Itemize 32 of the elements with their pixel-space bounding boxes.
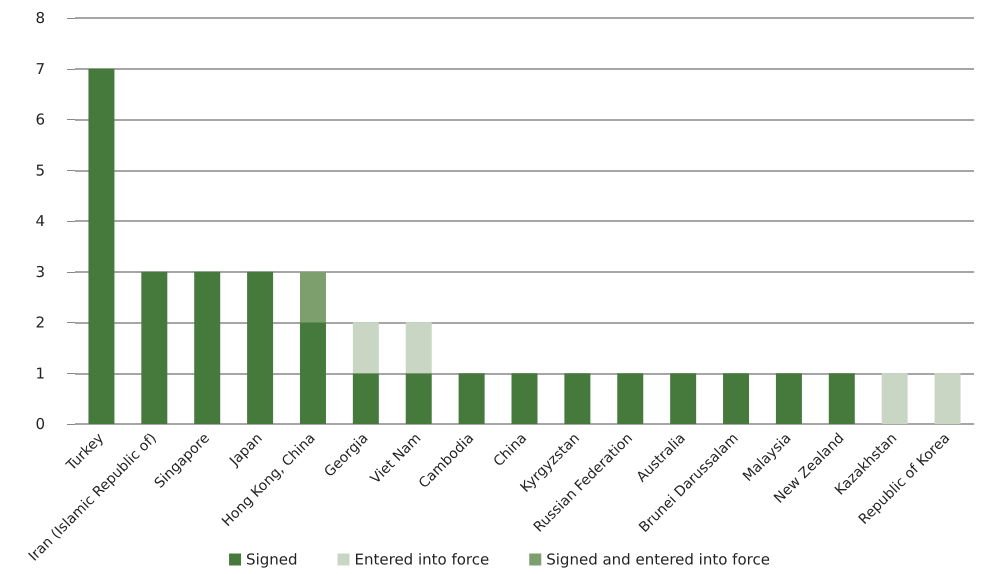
- y-tick-label: 6: [35, 110, 45, 128]
- bar: [247, 272, 274, 424]
- legend-label: Signed: [246, 550, 298, 568]
- legend-label: Entered into force: [354, 550, 490, 568]
- bar: [617, 373, 644, 424]
- bar: [934, 373, 961, 424]
- legend-label: Signed and entered into force: [546, 550, 770, 568]
- y-tick-label: 3: [35, 262, 45, 281]
- y-tick-label: 4: [35, 212, 45, 230]
- bar: [406, 373, 432, 424]
- bar: [88, 68, 114, 424]
- y-tick-label: 0: [35, 415, 45, 433]
- bar: [300, 322, 326, 424]
- bar: [300, 272, 326, 322]
- y-tick-label: 2: [35, 314, 45, 332]
- bar: [882, 373, 908, 424]
- y-tick-label: 5: [35, 161, 45, 180]
- bar: [141, 272, 168, 424]
- bar: [194, 272, 220, 424]
- bar: [828, 373, 855, 424]
- bar: [512, 373, 538, 424]
- bar: [352, 373, 379, 424]
- bar: [723, 373, 750, 424]
- bar: [406, 322, 432, 374]
- y-tick-label: 8: [35, 9, 45, 27]
- y-tick-label: 1: [35, 364, 45, 382]
- bar: [564, 373, 590, 424]
- bar: [776, 373, 802, 424]
- bar: [670, 373, 696, 424]
- bar: [458, 373, 485, 424]
- y-tick-label: 7: [35, 60, 45, 78]
- bar: [352, 322, 379, 374]
